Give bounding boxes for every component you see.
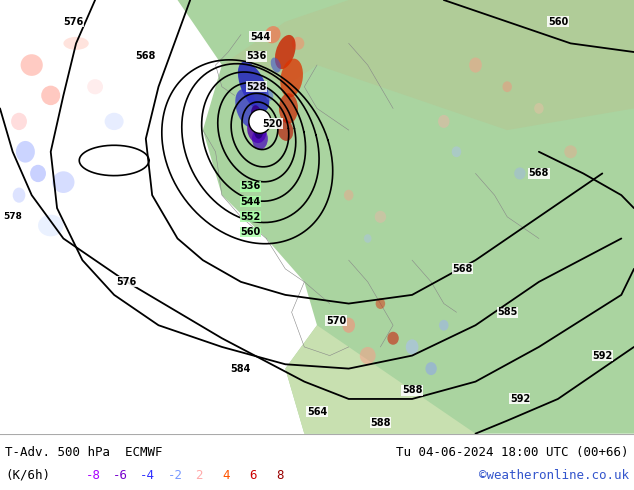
Text: 544: 544 xyxy=(240,196,261,207)
Ellipse shape xyxy=(252,128,268,149)
Ellipse shape xyxy=(469,57,482,73)
Text: 4: 4 xyxy=(222,468,230,482)
Ellipse shape xyxy=(342,318,355,333)
Text: 568: 568 xyxy=(529,169,549,178)
Ellipse shape xyxy=(52,172,75,193)
Text: -8: -8 xyxy=(86,468,101,482)
Text: 570: 570 xyxy=(326,316,346,326)
Ellipse shape xyxy=(277,119,294,141)
Text: 520: 520 xyxy=(262,119,283,128)
Ellipse shape xyxy=(514,168,526,179)
Ellipse shape xyxy=(344,190,354,200)
Text: 592: 592 xyxy=(592,350,612,361)
Ellipse shape xyxy=(503,81,512,92)
Ellipse shape xyxy=(38,215,63,236)
Text: -4: -4 xyxy=(140,468,155,482)
Ellipse shape xyxy=(63,37,89,50)
Text: 576: 576 xyxy=(63,17,83,26)
Text: T-Adv. 500 hPa  ECMWF: T-Adv. 500 hPa ECMWF xyxy=(5,446,162,459)
Text: 8: 8 xyxy=(276,468,284,482)
Text: 536: 536 xyxy=(240,181,261,192)
Ellipse shape xyxy=(21,54,43,76)
Text: 564: 564 xyxy=(307,407,327,417)
Ellipse shape xyxy=(279,93,298,123)
Ellipse shape xyxy=(30,165,46,182)
Ellipse shape xyxy=(452,147,462,157)
Ellipse shape xyxy=(264,26,281,43)
Text: 568: 568 xyxy=(453,264,473,274)
Text: 584: 584 xyxy=(231,364,251,373)
Ellipse shape xyxy=(238,62,269,112)
Text: 560: 560 xyxy=(240,227,261,237)
Ellipse shape xyxy=(105,113,124,130)
Polygon shape xyxy=(222,0,634,130)
Ellipse shape xyxy=(364,234,372,243)
Ellipse shape xyxy=(235,89,259,128)
Ellipse shape xyxy=(534,103,544,114)
Ellipse shape xyxy=(438,115,450,128)
Ellipse shape xyxy=(254,122,264,139)
Text: 536: 536 xyxy=(247,51,267,61)
Text: 578: 578 xyxy=(3,212,22,221)
Ellipse shape xyxy=(16,141,35,163)
Ellipse shape xyxy=(439,320,449,331)
Text: 588: 588 xyxy=(370,418,391,428)
Text: 588: 588 xyxy=(402,385,422,395)
Ellipse shape xyxy=(249,109,271,133)
Ellipse shape xyxy=(375,298,385,309)
Ellipse shape xyxy=(13,188,25,203)
Ellipse shape xyxy=(280,59,303,98)
Text: 528: 528 xyxy=(247,82,267,92)
Text: 552: 552 xyxy=(240,212,261,222)
Ellipse shape xyxy=(387,332,399,345)
Ellipse shape xyxy=(564,145,577,158)
Text: (K/6h): (K/6h) xyxy=(5,468,50,482)
Text: -2: -2 xyxy=(167,468,183,482)
Ellipse shape xyxy=(360,347,375,364)
Text: 544: 544 xyxy=(250,32,270,42)
Ellipse shape xyxy=(87,79,103,94)
Text: -6: -6 xyxy=(113,468,128,482)
Text: 6: 6 xyxy=(249,468,257,482)
Ellipse shape xyxy=(292,37,304,50)
Ellipse shape xyxy=(275,35,295,69)
Text: Tu 04-06-2024 18:00 UTC (00+66): Tu 04-06-2024 18:00 UTC (00+66) xyxy=(396,446,629,459)
Ellipse shape xyxy=(251,105,262,129)
Text: ©weatheronline.co.uk: ©weatheronline.co.uk xyxy=(479,468,629,482)
Ellipse shape xyxy=(271,57,281,73)
Ellipse shape xyxy=(266,90,273,101)
Polygon shape xyxy=(178,0,634,434)
Text: 576: 576 xyxy=(117,277,137,287)
Text: 560: 560 xyxy=(548,17,568,26)
Ellipse shape xyxy=(247,117,266,143)
Ellipse shape xyxy=(375,211,386,223)
Text: 568: 568 xyxy=(136,51,156,61)
Text: 585: 585 xyxy=(497,307,517,317)
Ellipse shape xyxy=(11,113,27,130)
Ellipse shape xyxy=(406,340,418,354)
Text: 592: 592 xyxy=(510,394,530,404)
Ellipse shape xyxy=(425,362,437,375)
Text: 2: 2 xyxy=(195,468,202,482)
Ellipse shape xyxy=(41,86,60,105)
Polygon shape xyxy=(285,325,634,434)
